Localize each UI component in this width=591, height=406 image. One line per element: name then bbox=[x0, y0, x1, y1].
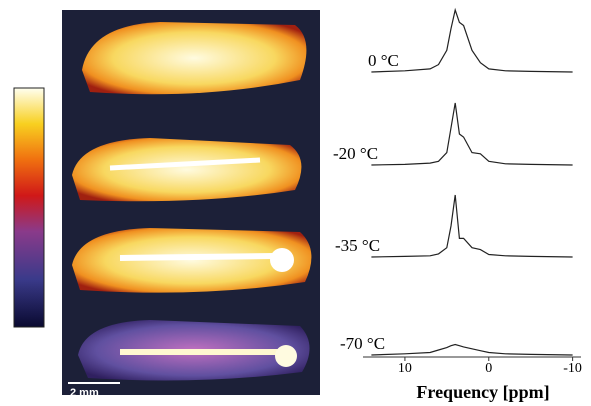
larva bbox=[82, 22, 306, 94]
temperature-label: -35 °C bbox=[335, 236, 380, 255]
larva-head bbox=[270, 248, 294, 272]
spectrum bbox=[371, 195, 572, 257]
spectrum bbox=[371, 103, 572, 165]
larva-head bbox=[275, 345, 297, 367]
figure: 2 mm Frequency [ppm] 10 0 -10 0 °C -20 °C -35… bbox=[0, 0, 591, 406]
x-tick-label: 10 bbox=[398, 361, 412, 376]
temperature-label: -70 °C bbox=[340, 334, 385, 353]
larva bbox=[72, 138, 301, 201]
larva-gut bbox=[120, 256, 275, 258]
temperature-label: -20 °C bbox=[333, 144, 378, 163]
x-axis-label: Frequency [ppm] bbox=[416, 382, 549, 402]
x-tick-label: -10 bbox=[563, 361, 582, 376]
scale-bar-label: 2 mm bbox=[70, 387, 99, 399]
spectrum bbox=[371, 345, 572, 356]
page: {"figure": {"scale_bar": "2 mm"}, "chart… bbox=[0, 0, 591, 406]
temperature-label: 0 °C bbox=[368, 51, 399, 70]
x-tick-label: 0 bbox=[485, 361, 492, 376]
color-bar bbox=[14, 88, 44, 327]
spectrum bbox=[371, 10, 572, 72]
